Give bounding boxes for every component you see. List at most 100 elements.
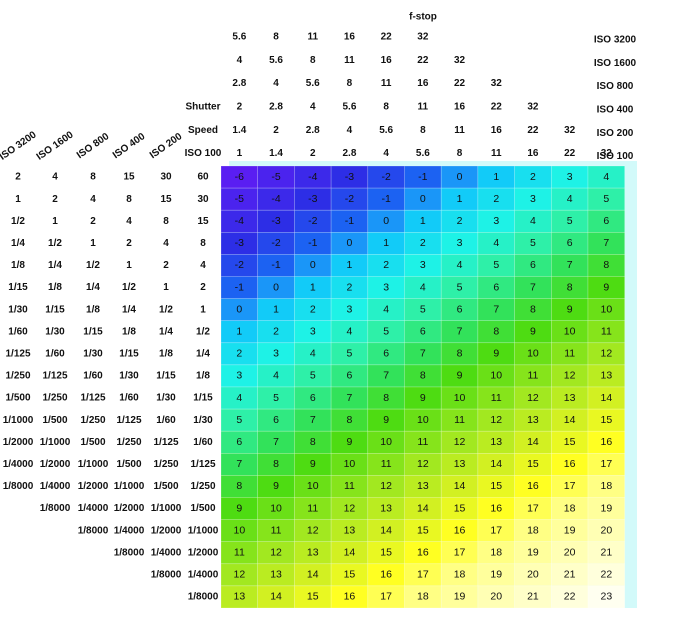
shutter-speed: 1/15 (83, 326, 103, 337)
ev-value: 21 (601, 547, 613, 559)
iso-column-header: ISO 800 (75, 131, 112, 161)
iso-label: ISO 400 (597, 105, 634, 116)
ev-value: 5 (310, 370, 316, 382)
ev-value: 19 (527, 547, 539, 559)
ev-value: 5 (530, 237, 536, 249)
ev-value: 10 (564, 326, 576, 338)
shutter-speed: 1 (200, 304, 206, 315)
shutter-speed: 1 (15, 194, 21, 205)
ev-value: 1 (420, 215, 426, 227)
ev-value: 15 (454, 502, 466, 514)
ev-value: 11 (417, 436, 428, 448)
ev-value: 3 (493, 215, 499, 227)
ev-value: 5 (420, 303, 426, 315)
ev-value: 4 (603, 171, 609, 183)
ev-value: 8 (603, 259, 609, 271)
shutter-speed: 1/4000 (78, 503, 109, 514)
shutter-speed: 1/15 (193, 393, 213, 404)
shutter-speed: 1 (126, 260, 132, 271)
ev-value: 18 (417, 591, 429, 603)
ev-value: -2 (308, 215, 317, 227)
shutter-speed: 1/4 (159, 326, 173, 337)
fstop-value: 22 (454, 78, 466, 89)
ev-value: 18 (490, 547, 502, 559)
ev-value: 7 (310, 414, 316, 426)
ev-value: 10 (380, 436, 392, 448)
fstop-value: 16 (417, 78, 429, 89)
ev-value: 9 (603, 281, 609, 293)
ev-value: 2 (273, 326, 279, 338)
shutter-speed: 2 (200, 282, 206, 293)
shutter-speed: 1/125 (80, 393, 105, 404)
ev-value: 8 (236, 480, 242, 492)
ev-value: 16 (601, 436, 613, 448)
ev-value: 7 (567, 259, 573, 271)
shutter-speed: 1/125 (5, 348, 30, 359)
ev-value: 17 (564, 480, 576, 492)
fstop-value: 22 (417, 55, 429, 66)
shutter-speed: 1/2000 (78, 481, 109, 492)
fstop-value: 5.6 (342, 102, 356, 113)
shutter-speed: 1/2000 (188, 547, 219, 558)
fstop-value: 11 (418, 102, 429, 113)
ev-value: 6 (530, 259, 536, 271)
shutter-speed: 1/4000 (40, 481, 71, 492)
shutter-speed: 1/1000 (3, 415, 34, 426)
ev-value: -3 (308, 193, 317, 205)
ev-value: 14 (454, 480, 466, 492)
ev-value: 19 (601, 502, 613, 514)
ev-value: 9 (420, 392, 426, 404)
fstop-value: 11 (381, 78, 392, 89)
fstop-value: 4 (347, 125, 353, 136)
ev-value: 2 (236, 348, 242, 360)
ev-value: 11 (564, 348, 575, 360)
shutter-speed: 1/8000 (151, 569, 182, 580)
shutter-speed: 1/250 (5, 371, 30, 382)
ev-value: 10 (307, 480, 319, 492)
ev-value: 21 (564, 569, 576, 581)
shutter-speed: 8 (163, 216, 169, 227)
shutter-speed: 2 (90, 216, 96, 227)
ev-value: 13 (380, 502, 392, 514)
iso-label: ISO 3200 (594, 35, 637, 46)
fstop-value: 5.6 (232, 32, 246, 43)
ev-value: 9 (273, 480, 279, 492)
ev-value: 2 (457, 215, 463, 227)
ev-value: 5 (236, 414, 242, 426)
iso-label: ISO 800 (597, 81, 634, 92)
shutter-speed: 1/125 (42, 371, 67, 382)
ev-value: -2 (235, 259, 244, 271)
ev-value: 2 (310, 303, 316, 315)
shutter-speed: 1/2 (159, 304, 173, 315)
ev-value: 0 (457, 171, 463, 183)
ev-value: -5 (271, 171, 280, 183)
fstop-value: 8 (420, 125, 426, 136)
shutter-speed: 1 (90, 238, 96, 249)
ev-value: 10 (601, 303, 613, 315)
ev-value: 10 (490, 370, 502, 382)
ev-value: 13 (527, 414, 539, 426)
ev-value: 4 (383, 303, 389, 315)
ev-value: 8 (420, 370, 426, 382)
ev-value: -1 (418, 171, 427, 183)
ev-value: 13 (490, 436, 502, 448)
fstop-value: 11 (307, 32, 318, 43)
ev-value: 12 (344, 502, 356, 514)
shutter-speed: 2 (126, 238, 132, 249)
ev-value: 11 (271, 524, 282, 536)
fstop-value: 16 (454, 102, 466, 113)
ev-value: 5 (493, 259, 499, 271)
shutter-speed: 1/30 (119, 371, 139, 382)
ev-value: 6 (567, 237, 573, 249)
shutter-speed: 1/8 (48, 282, 62, 293)
ev-value: 9 (567, 303, 573, 315)
ev-value: 7 (236, 458, 242, 470)
ev-value: 8 (273, 458, 279, 470)
shutter-speed: 1/250 (190, 481, 215, 492)
ev-value: 16 (527, 480, 539, 492)
shutter-speed: 1/250 (80, 415, 105, 426)
ev-value: -2 (271, 237, 280, 249)
ev-value: 8 (310, 436, 316, 448)
fstop-value: 2 (310, 148, 316, 159)
